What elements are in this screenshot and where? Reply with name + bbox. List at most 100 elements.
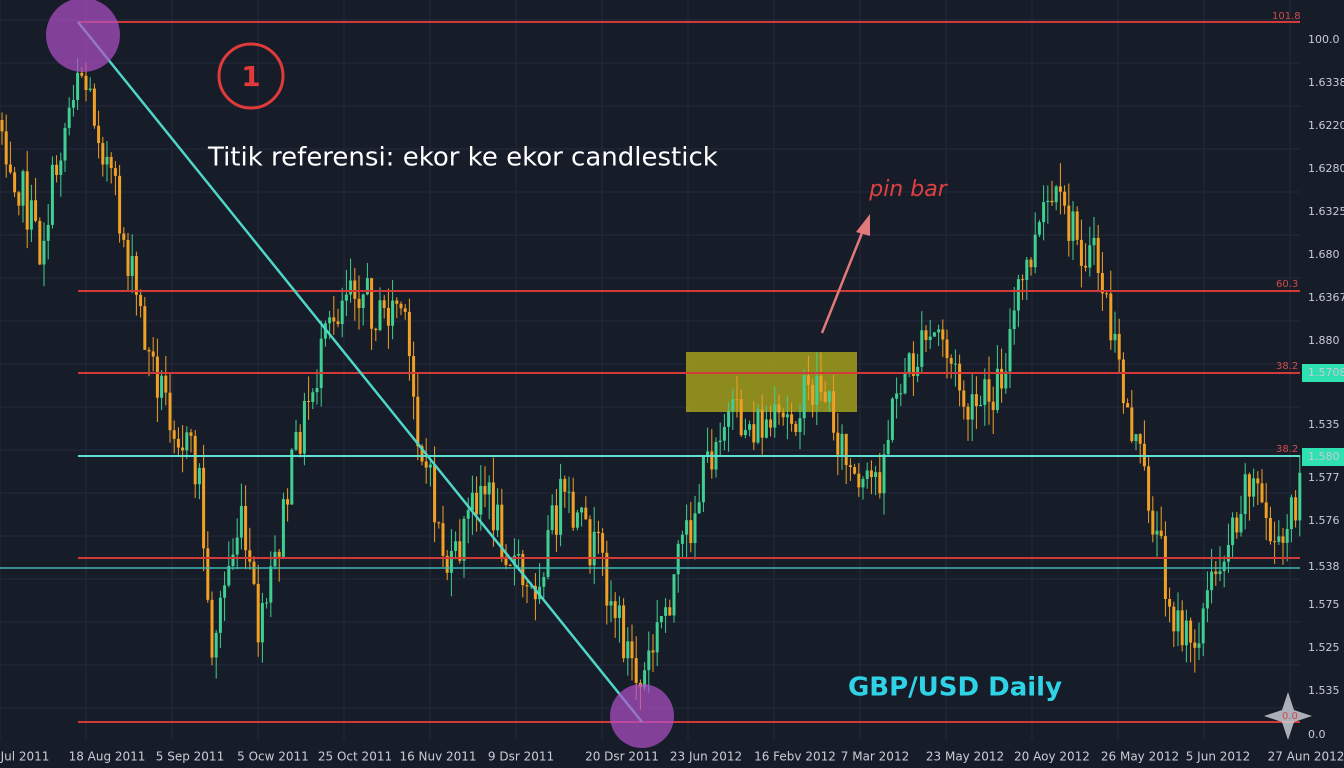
date-label: 20 Dsr 2011 (585, 750, 659, 764)
candle-body (92, 88, 96, 126)
price-highlight (1302, 448, 1344, 466)
candle-body (983, 379, 987, 405)
levels (0, 21, 1300, 723)
candle-body (336, 321, 340, 325)
candle-body (391, 300, 395, 326)
date-label: 18 Aug 2011 (69, 750, 146, 764)
candle-body (781, 412, 785, 418)
candle-body (991, 401, 995, 411)
candle-body (21, 171, 25, 206)
candle-body (634, 658, 638, 683)
candle-body (722, 426, 726, 441)
price-label: 1.535 (1308, 418, 1340, 431)
candle-body (1180, 610, 1184, 646)
candle-body (920, 330, 924, 367)
candle-body (374, 328, 378, 331)
candle-body (806, 375, 810, 385)
candle-body (844, 433, 848, 466)
candle-body (151, 351, 155, 357)
candle-body (1134, 434, 1138, 442)
candle-body (1298, 472, 1302, 521)
candle-body (840, 433, 844, 455)
candle-body (953, 363, 957, 365)
candle-body (773, 404, 777, 428)
candle-body (937, 329, 941, 333)
candle-body (685, 520, 689, 535)
candle-body (458, 541, 462, 561)
candle-body (836, 432, 840, 455)
candle-body (1264, 502, 1268, 519)
candle-body (760, 409, 764, 438)
candle-body (559, 478, 563, 535)
candle-body (995, 368, 999, 411)
date-label: 9 Dsr 2011 (488, 750, 554, 764)
candle-body (46, 224, 50, 241)
candle-body (1008, 329, 1012, 372)
candle-body (382, 300, 386, 308)
candle-body (802, 375, 806, 419)
candle-body (256, 583, 260, 643)
candle-body (1294, 497, 1298, 521)
candle-body (521, 553, 525, 586)
candle-body (1126, 403, 1130, 408)
candle-body (710, 451, 714, 470)
candle-body (869, 470, 873, 478)
candle-body (34, 200, 38, 221)
candle-body (790, 414, 794, 424)
candle-body (987, 379, 991, 402)
candle-body (865, 470, 869, 479)
candle-body (1075, 211, 1079, 240)
candle-body (1063, 191, 1067, 206)
candle-body (143, 306, 147, 350)
candle-body (546, 530, 550, 577)
candle-body (277, 551, 281, 557)
candle-body (311, 392, 315, 402)
candle-body (777, 404, 781, 413)
candle-body (1105, 293, 1109, 295)
candle-body (1151, 510, 1155, 535)
candles (0, 58, 1302, 710)
candle-body (1100, 273, 1104, 294)
candle-body (974, 394, 978, 407)
candle-body (470, 492, 474, 511)
fib-label: 0.0 (1282, 711, 1298, 722)
candle-body (945, 339, 949, 359)
candle-body (966, 406, 970, 420)
candle-body (475, 492, 479, 515)
candle-body (689, 520, 693, 544)
candle-body (340, 300, 344, 325)
price-label: 1.577 (1308, 471, 1340, 484)
candle-body (504, 557, 508, 565)
candle-body (1138, 434, 1142, 444)
candle-body (428, 464, 432, 468)
candle-body (1189, 620, 1193, 643)
candle-body (1025, 259, 1029, 281)
candle-body (1079, 239, 1083, 266)
candle-body (214, 632, 218, 658)
candle-body (1130, 407, 1134, 442)
candle-body (97, 125, 101, 144)
candle-body (542, 576, 546, 587)
candle-body (307, 400, 311, 402)
candle-body (882, 454, 886, 494)
candle-body (580, 507, 584, 513)
date-label: 16 Nuv 2011 (399, 750, 476, 764)
swing-high-marker (46, 0, 120, 72)
candle-body (605, 552, 609, 606)
candle-body (113, 168, 117, 176)
candle-body (1096, 237, 1100, 274)
pair-label: GBP/USD Daily (848, 673, 1062, 703)
candle-body (487, 482, 491, 495)
candle-body (378, 300, 382, 331)
candle-body (80, 72, 84, 76)
arrow-head (856, 214, 870, 236)
date-label: Jul 2011 (0, 750, 49, 764)
candle-body (794, 423, 798, 433)
candle-body (42, 240, 46, 265)
date-label: 23 Jun 2012 (670, 750, 742, 764)
candle-body (592, 531, 596, 566)
price-label: 1.680 (1308, 248, 1340, 261)
candle-body (155, 356, 159, 398)
candle-body (273, 551, 277, 567)
